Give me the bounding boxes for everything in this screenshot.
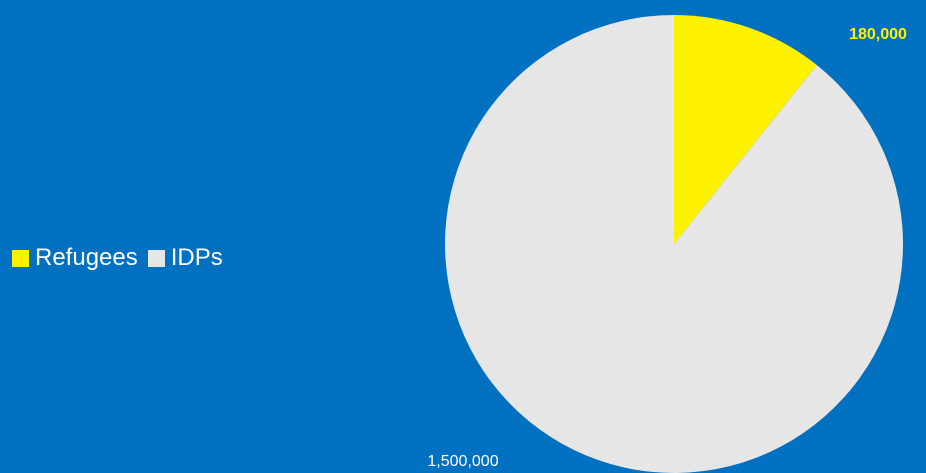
legend: Refugees IDPs (12, 243, 233, 273)
legend-swatch-refugees (12, 249, 29, 267)
data-label-idps: 1,500,000 (427, 453, 498, 470)
legend-item-idps: IDPs (147, 243, 223, 273)
legend-swatch-idps (147, 249, 165, 267)
legend-item-refugees: Refugees (12, 243, 138, 273)
legend-label-refugees: Refugees (35, 244, 138, 271)
legend-label-idps: IDPs (170, 244, 223, 271)
pie-slice-idps (445, 15, 903, 473)
pie-slice-refugees (674, 15, 817, 244)
data-label-refugees: 180,000 (849, 26, 907, 43)
